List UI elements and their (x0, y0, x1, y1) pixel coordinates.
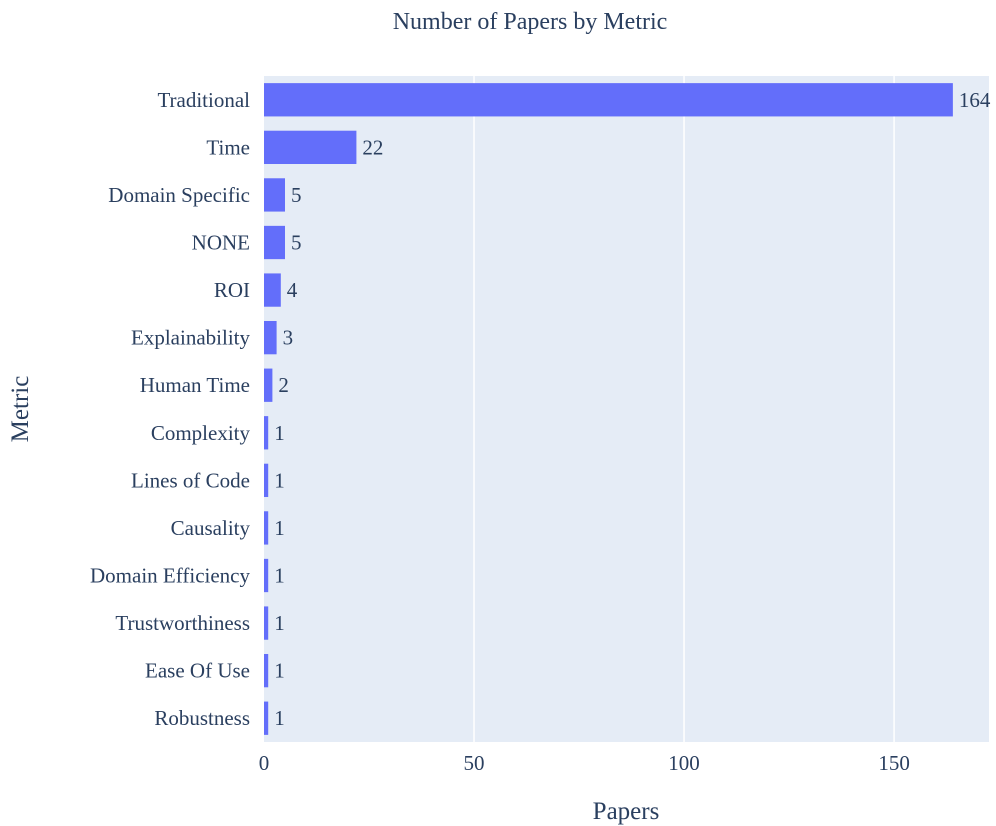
bar-value-label: 1 (274, 516, 285, 540)
y-tick-label: Complexity (151, 421, 251, 445)
y-tick-label: Causality (171, 516, 251, 540)
bar (264, 225, 286, 260)
bar (264, 511, 269, 545)
bar (264, 178, 286, 212)
x-axis-title: Papers (593, 798, 660, 825)
bar-value-label: 1 (274, 468, 285, 492)
bar-labels: 164 22 5 5 4 3 2 1 1 1 1 1 1 1 (274, 88, 991, 730)
y-axis-tick-labels: Traditional Time Domain Specific NONE ROI Exp… (90, 88, 250, 730)
bar-value-label: 1 (274, 421, 285, 445)
bar-value-label: 1 (274, 706, 285, 730)
y-tick-label: Ease Of Use (145, 659, 250, 683)
bar-value-label: 3 (283, 326, 294, 350)
bar (264, 368, 273, 402)
gridlines (473, 76, 895, 742)
bar (264, 701, 269, 735)
bars (264, 83, 953, 735)
bar-value-label: 1 (274, 564, 285, 588)
bar (264, 273, 281, 307)
bar-value-label: 1 (274, 611, 285, 635)
y-tick-label: NONE (192, 231, 250, 255)
x-axis-tick-labels: 0 50 100 150 (259, 751, 910, 775)
bar (264, 463, 269, 498)
y-tick-label: Robustness (154, 706, 250, 730)
bar (264, 83, 953, 117)
bar (264, 416, 269, 450)
bar-value-label: 5 (291, 183, 302, 207)
bar (264, 653, 269, 688)
y-tick-label: Human Time (140, 373, 250, 397)
x-tick-label: 150 (878, 751, 910, 775)
x-tick-label: 0 (259, 751, 270, 775)
y-tick-label: Lines of Code (131, 468, 250, 492)
bar-value-label: 1 (274, 659, 285, 683)
y-axis-title: Metric (7, 376, 34, 443)
bar (264, 558, 269, 593)
y-tick-label: Time (206, 135, 250, 159)
bar-value-label: 2 (278, 373, 289, 397)
y-tick-label: Traditional (157, 88, 250, 112)
plot-area (264, 76, 989, 742)
y-tick-label: Domain Specific (108, 183, 250, 207)
y-tick-label: Domain Efficiency (90, 564, 250, 588)
x-tick-label: 50 (464, 751, 485, 775)
bar-value-label: 22 (362, 135, 383, 159)
y-tick-label: ROI (214, 278, 250, 302)
bar-value-label: 5 (291, 231, 302, 255)
bar (264, 606, 269, 640)
y-tick-label: Explainability (131, 326, 250, 350)
bar-value-label: 4 (287, 278, 298, 302)
x-tick-label: 100 (668, 751, 700, 775)
bar (264, 320, 277, 355)
y-tick-label: Trustworthiness (115, 611, 250, 635)
bar (264, 130, 357, 165)
bar-value-label: 164 (959, 88, 991, 112)
chart-title: Number of Papers by Metric (393, 9, 668, 35)
